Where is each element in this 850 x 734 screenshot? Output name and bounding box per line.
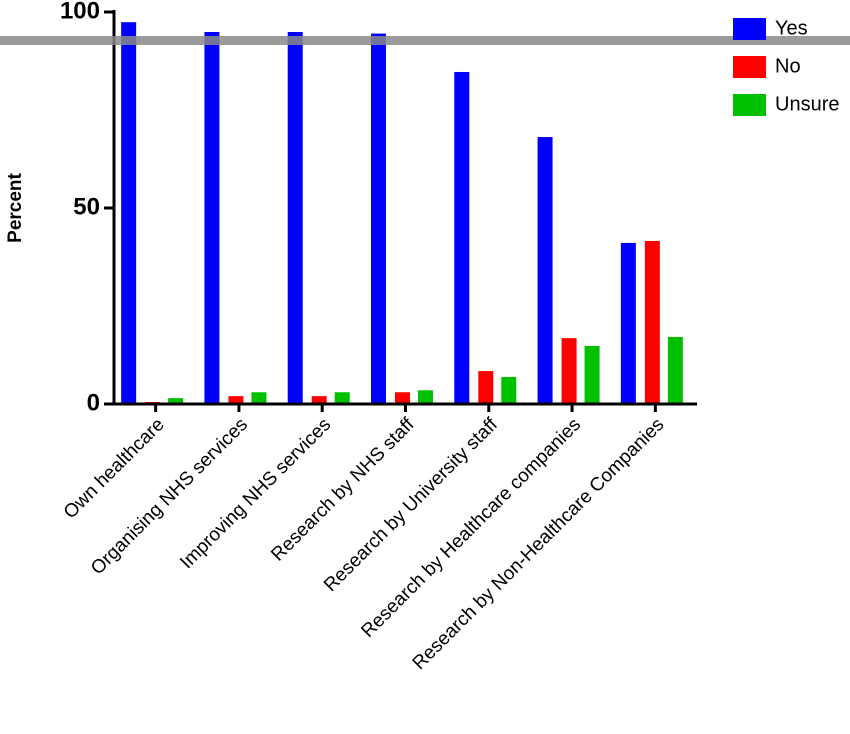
legend-label: No xyxy=(775,55,801,77)
x-tick-label: Research by NHS staff xyxy=(267,414,419,566)
bar xyxy=(584,345,600,404)
bar xyxy=(620,242,636,404)
bar xyxy=(204,31,220,404)
artifact-band xyxy=(0,36,850,45)
bar xyxy=(287,31,303,404)
bar xyxy=(168,398,184,404)
legend-swatch xyxy=(733,18,766,40)
bar xyxy=(121,22,137,405)
bar xyxy=(228,396,244,404)
legend-swatch xyxy=(733,56,766,78)
legend-label: Unsure xyxy=(775,93,839,115)
bar xyxy=(334,392,350,404)
bar xyxy=(478,371,494,404)
bar xyxy=(561,338,577,404)
bar xyxy=(311,396,327,404)
legend-label: Yes xyxy=(775,17,808,39)
x-tick-label: Improving NHS services xyxy=(176,414,335,573)
bar xyxy=(395,392,410,404)
bar xyxy=(537,137,553,404)
x-tick-label: Organising NHS services xyxy=(87,414,252,579)
bar xyxy=(454,71,470,404)
y-axis-label: Percent xyxy=(5,172,26,242)
bar xyxy=(667,336,683,404)
bar xyxy=(371,33,386,405)
y-tick-label: 100 xyxy=(60,0,100,24)
bar xyxy=(644,240,660,404)
y-tick-label: 50 xyxy=(73,193,100,220)
bar xyxy=(418,390,433,404)
bar xyxy=(501,376,517,404)
bar xyxy=(251,392,267,404)
y-tick-label: 0 xyxy=(87,389,100,416)
x-tick-label: Research by University staff xyxy=(320,414,502,596)
legend-swatch xyxy=(733,94,766,116)
